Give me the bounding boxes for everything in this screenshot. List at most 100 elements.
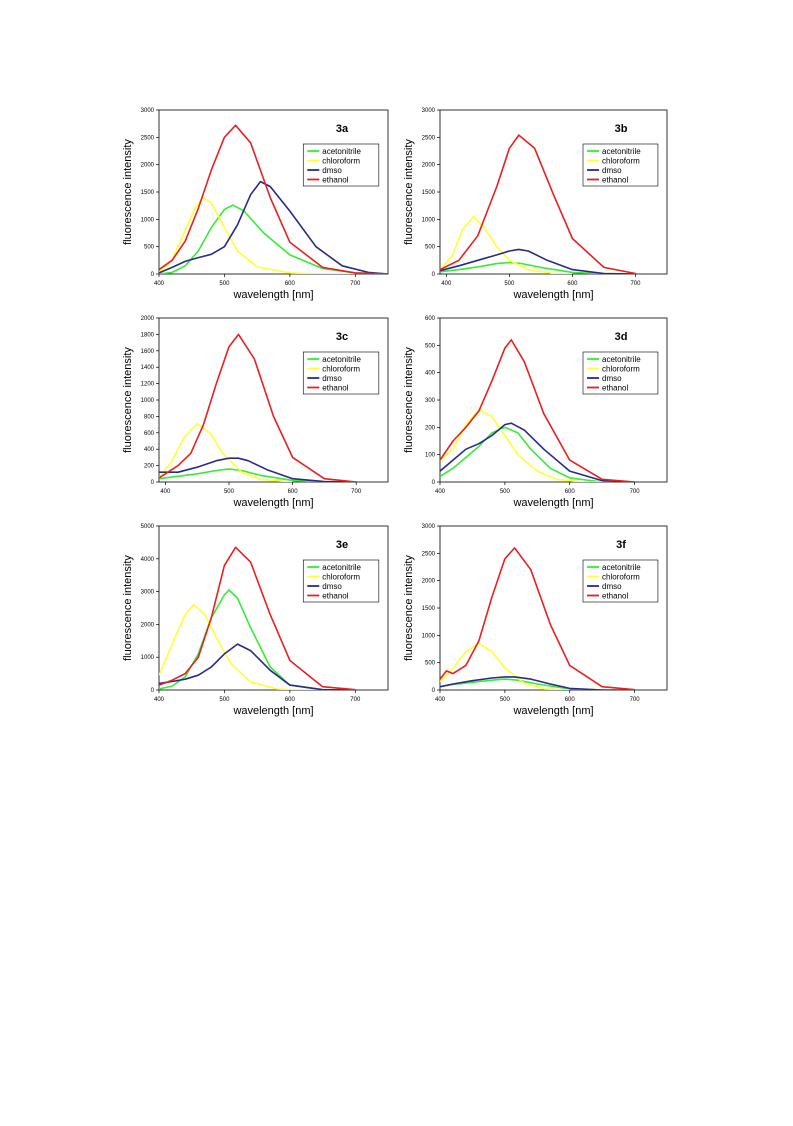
y-tick-label: 600	[144, 431, 155, 437]
y-tick-label: 0	[151, 480, 155, 486]
plot-frame	[439, 109, 668, 275]
y-tick-label: 1800	[141, 332, 155, 338]
y-tick-label: 600	[425, 316, 436, 322]
legend-label-dmso: dmso	[322, 374, 342, 383]
y-tick-label: 1000	[422, 633, 436, 639]
series-line-ethanol	[440, 134, 636, 274]
y-tick-label: 4000	[141, 557, 155, 563]
x-tick-label: 600	[285, 697, 296, 703]
series-line-ethanol	[159, 333, 357, 482]
legend-label-ethanol: ethanol	[322, 591, 348, 600]
series-line-dmso	[440, 248, 636, 274]
chart-title: 3b	[615, 123, 628, 135]
series-line-dmso	[440, 676, 635, 690]
series-line-chloroform	[159, 603, 323, 690]
y-tick-label: 3000	[422, 108, 436, 114]
y-tick-label: 500	[425, 661, 436, 667]
legend-label-chloroform: chloroform	[322, 572, 360, 581]
series-line-chloroform	[440, 408, 603, 482]
series-line-chloroform	[159, 422, 293, 482]
y-tick-label: 0	[151, 688, 155, 694]
series-line-chloroform	[440, 215, 573, 274]
chart-title: 3c	[336, 331, 348, 343]
legend-label-acetonitrile: acetonitrile	[322, 563, 361, 572]
x-axis-label: wavelength [nm]	[512, 497, 593, 509]
x-tick-label: 600	[285, 281, 296, 287]
y-tick-label: 0	[432, 480, 436, 486]
series-line-ethanol	[440, 547, 635, 690]
x-axis-label: wavelength [nm]	[232, 497, 313, 509]
x-tick-label: 700	[351, 489, 362, 495]
y-tick-label: 500	[144, 245, 155, 251]
y-axis-label: fluorescence intensity	[122, 139, 134, 245]
legend-label-chloroform: chloroform	[602, 156, 640, 165]
plot-frame	[158, 109, 389, 275]
legend-label-ethanol: ethanol	[602, 591, 628, 600]
chart-title: 3a	[336, 123, 349, 135]
legend-label-ethanol: ethanol	[322, 175, 348, 184]
x-tick-label: 400	[435, 697, 446, 703]
legend-label-ethanol: ethanol	[322, 383, 348, 392]
y-tick-label: 1400	[141, 365, 155, 371]
legend-label-acetonitrile: acetonitrile	[322, 147, 361, 156]
legend-label-ethanol: ethanol	[602, 383, 628, 392]
y-tick-label: 2500	[141, 135, 155, 141]
series-line-dmso	[440, 422, 635, 482]
y-axis-label: fluorescence intensity	[403, 555, 415, 661]
series-line-acetonitrile	[159, 468, 325, 482]
chart-title: 3d	[615, 331, 628, 343]
y-tick-label: 100	[425, 453, 436, 459]
series-line-acetonitrile	[159, 204, 388, 274]
series-line-acetonitrile	[159, 589, 356, 690]
series-line-dmso	[159, 457, 357, 482]
y-tick-label: 2500	[422, 135, 436, 141]
y-tick-label: 1600	[141, 349, 155, 355]
y-tick-label: 500	[425, 343, 436, 349]
x-tick-label: 600	[565, 697, 576, 703]
legend-label-acetonitrile: acetonitrile	[602, 355, 641, 364]
x-axis-label: wavelength [nm]	[232, 705, 313, 717]
legend-label-acetonitrile: acetonitrile	[602, 147, 641, 156]
y-tick-label: 3000	[422, 524, 436, 530]
legend-label-ethanol: ethanol	[602, 175, 628, 184]
series-line-ethanol	[159, 546, 356, 690]
series-line-acetonitrile	[440, 426, 635, 482]
y-axis-label: fluorescence intensity	[122, 347, 134, 453]
y-tick-label: 2000	[141, 316, 155, 322]
series-line-acetonitrile	[440, 678, 603, 690]
y-tick-label: 3000	[141, 590, 155, 596]
legend-label-dmso: dmso	[322, 166, 342, 175]
x-tick-label: 400	[160, 489, 171, 495]
plot-frame	[158, 525, 389, 691]
series-line-chloroform	[440, 642, 570, 690]
chart-panel-3f: 0 500 1000 1500 2000 2500 3000 400 500 600 700 wave…	[403, 524, 668, 717]
x-tick-label: 500	[224, 489, 235, 495]
x-tick-label: 400	[441, 281, 452, 287]
plot-frame	[158, 317, 389, 483]
chart-panel-3d: 0 100 200 300 400 500 600 400 500 600 700 wavelengt…	[403, 316, 668, 509]
y-tick-label: 400	[425, 371, 436, 377]
x-axis-label: wavelength [nm]	[232, 289, 313, 301]
y-tick-label: 1000	[141, 398, 155, 404]
legend-label-chloroform: chloroform	[602, 572, 640, 581]
x-tick-label: 600	[565, 489, 576, 495]
y-tick-label: 1500	[422, 606, 436, 612]
x-axis-label: wavelength [nm]	[512, 289, 593, 301]
chart-panel-3b: 0 500 1000 1500 2000 2500 3000 400 500 600 700 wave…	[403, 108, 668, 301]
series-line-ethanol	[159, 124, 388, 274]
legend-label-acetonitrile: acetonitrile	[322, 355, 361, 364]
x-tick-label: 700	[630, 281, 641, 287]
y-tick-label: 800	[144, 414, 155, 420]
y-tick-label: 300	[425, 398, 436, 404]
x-tick-label: 500	[219, 697, 230, 703]
y-tick-label: 500	[425, 245, 436, 251]
y-tick-label: 0	[432, 272, 436, 278]
x-tick-label: 700	[630, 489, 641, 495]
series-line-ethanol	[440, 339, 635, 482]
